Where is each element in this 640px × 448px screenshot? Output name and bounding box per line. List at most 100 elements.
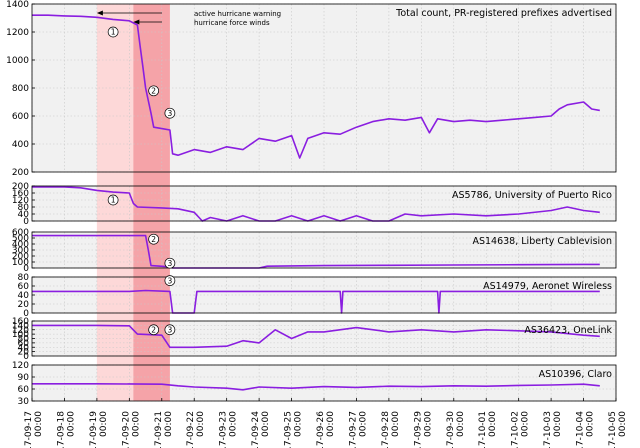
y-tick-label: 120 <box>12 326 29 336</box>
y-tick-label: 1000 <box>6 56 29 66</box>
x-tick-label-time: 00:00 <box>521 411 531 437</box>
x-tick-label: '17-09-23 <box>219 411 229 448</box>
x-tick-label: '17-09-29 <box>413 411 423 448</box>
y-tick-label: 400 <box>12 140 29 150</box>
x-tick-label: '17-09-28 <box>381 411 391 448</box>
x-tick-label-group: '17-09-26 00:00 <box>316 411 336 448</box>
x-tick-label: '17-09-22 <box>186 411 196 448</box>
y-tick-label: 0 <box>23 309 29 319</box>
event-marker-label: 2 <box>151 325 156 334</box>
y-tick-label: 300 <box>12 246 29 256</box>
x-tick-label-time: 00:00 <box>326 411 336 437</box>
y-tick-label: 1400 <box>6 0 29 10</box>
x-tick-label-group: '17-09-22 00:00 <box>186 411 206 448</box>
x-tick-label: '17-09-26 <box>316 411 326 448</box>
x-tick-label-group: '17-09-25 00:00 <box>284 411 304 448</box>
x-tick-label: '17-10-04 <box>576 411 586 448</box>
x-tick-label-group: '17-10-03 00:00 <box>543 411 563 448</box>
x-tick-label: '17-09-21 <box>154 411 164 448</box>
x-tick-label-time: 00:00 <box>391 411 401 437</box>
x-tick-label-group: '17-10-01 00:00 <box>478 411 498 448</box>
x-tick-label-group: '17-09-28 00:00 <box>381 411 401 448</box>
y-tick-label: 60 <box>18 385 30 395</box>
y-tick-label: 20 <box>18 300 30 310</box>
y-tick-label: 600 <box>12 112 29 122</box>
x-tick-label-group: '17-10-04 00:00 <box>576 411 596 448</box>
x-tick-label-group: '17-10-05 00:00 <box>608 411 628 448</box>
y-tick-label: 60 <box>18 339 30 349</box>
x-tick-label-time: 00:00 <box>66 411 76 437</box>
y-tick-label: 1200 <box>6 28 29 38</box>
y-tick-label: 30 <box>18 397 30 407</box>
event-marker <box>148 85 160 97</box>
event-marker-label: 1 <box>111 196 116 205</box>
y-tick-label: 600 <box>12 228 29 238</box>
event-marker-label: 1 <box>111 28 116 37</box>
x-tick-label-time: 00:00 <box>229 411 239 437</box>
event-marker <box>164 257 176 269</box>
x-tick-label: '17-09-18 <box>56 411 66 448</box>
series-line <box>32 382 600 391</box>
event-marker <box>164 275 176 286</box>
x-tick-label: '17-09-19 <box>89 411 99 448</box>
event-marker-label: 2 <box>151 87 156 96</box>
panel-title: AS14979, Aeronet Wireless <box>483 281 612 292</box>
annotation-arrowhead <box>133 19 140 25</box>
x-tick-label: '17-09-27 <box>348 411 358 448</box>
y-tick-label: 20 <box>18 348 30 358</box>
x-tick-label-time: 00:00 <box>586 411 596 437</box>
y-tick-label: 400 <box>12 240 29 250</box>
panel-title: AS36423, OneLink <box>524 325 612 336</box>
x-tick-label-group: '17-09-17 00:00 <box>24 411 44 448</box>
y-tick-label: 200 <box>12 168 29 178</box>
y-tick-label: 0 <box>23 352 29 362</box>
x-tick-label-time: 00:00 <box>34 411 44 437</box>
panel-title: Total count, PR-registered prefixes adve… <box>395 8 612 19</box>
y-tick-label: 160 <box>12 317 29 327</box>
panel-title: AS14638, Liberty Cablevision <box>472 236 612 247</box>
x-tick-label: '17-09-30 <box>446 411 456 448</box>
panel-frame <box>31 185 617 222</box>
x-tick-label: '17-09-25 <box>284 411 294 448</box>
x-tick-label: '17-10-02 <box>511 411 521 448</box>
x-tick-label-group: '17-09-27 00:00 <box>348 411 368 448</box>
y-tick-label: 160 <box>12 189 29 199</box>
panel-frame <box>31 231 617 269</box>
x-tick-label-time: 00:00 <box>618 411 628 437</box>
event-marker <box>164 107 176 119</box>
panel-title: AS5786, University of Puerto Rico <box>452 190 612 201</box>
event-marker <box>164 324 176 336</box>
y-tick-label: 40 <box>18 291 30 301</box>
y-tick-label: 60 <box>18 282 30 292</box>
x-tick-label-group: '17-09-24 00:00 <box>251 411 271 448</box>
x-tick-label-time: 00:00 <box>553 411 563 437</box>
x-tick-label-group: '17-09-23 00:00 <box>219 411 239 448</box>
y-tick-label: 0 <box>23 217 29 227</box>
x-tick-label-group: '17-09-18 00:00 <box>56 411 76 448</box>
event-marker-label: 2 <box>151 235 156 244</box>
y-tick-label: 200 <box>12 252 29 262</box>
series-line <box>32 14 600 159</box>
annotation-arrowhead <box>96 10 103 16</box>
y-tick-label: 0 <box>23 264 29 274</box>
panel-frame <box>31 276 617 314</box>
y-tick-label: 100 <box>12 330 29 340</box>
y-tick-label: 120 <box>12 361 29 371</box>
x-tick-label-time: 00:00 <box>261 411 271 437</box>
x-tick-label: '17-10-01 <box>478 411 488 448</box>
panel-title: AS10396, Claro <box>539 369 613 380</box>
x-tick-label-group: '17-09-30 00:00 <box>446 411 466 448</box>
x-tick-label-group: '17-09-21 00:00 <box>154 411 174 448</box>
series-line <box>32 324 600 349</box>
event-marker <box>107 26 119 38</box>
y-tick-label: 100 <box>12 258 29 268</box>
x-tick-label-time: 00:00 <box>294 411 304 437</box>
x-tick-label: '17-09-24 <box>251 411 261 448</box>
x-tick-label-time: 00:00 <box>131 411 141 437</box>
x-tick-label: '17-10-05 <box>608 411 618 448</box>
y-tick-label: 120 <box>12 196 29 206</box>
panel-frame <box>31 320 617 357</box>
x-tick-label-group: '17-09-29 00:00 <box>413 411 433 448</box>
x-tick-label-time: 00:00 <box>196 411 206 437</box>
